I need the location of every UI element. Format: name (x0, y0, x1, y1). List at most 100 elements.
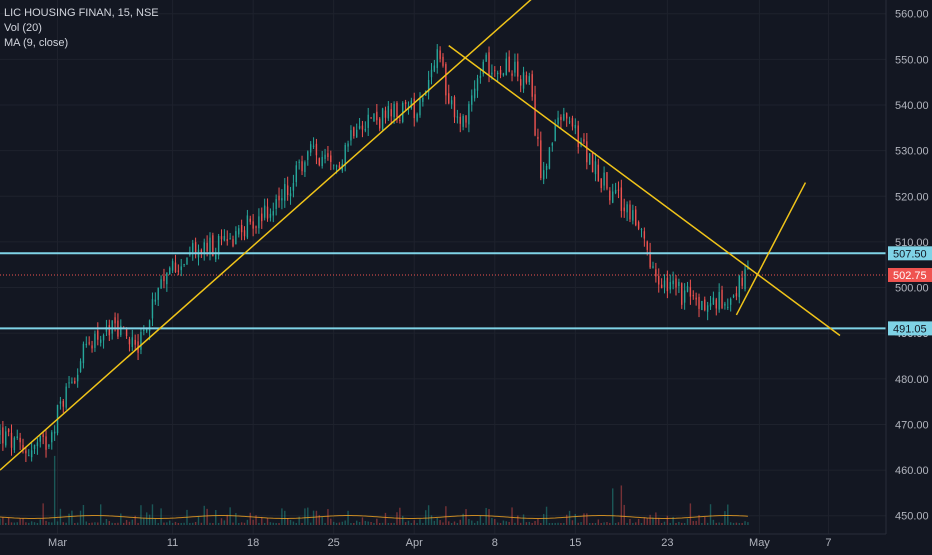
candle-body (436, 49, 438, 68)
volume-bar (140, 505, 142, 525)
candle-body (154, 299, 157, 302)
volume-bar (203, 505, 205, 525)
volume-bar (120, 513, 122, 525)
level-price-badge[interactable] (888, 321, 932, 336)
candle-body (140, 331, 142, 350)
time-axis-background (0, 534, 932, 550)
candle-body (163, 276, 165, 282)
price-tick-label: 450.00 (895, 511, 929, 523)
volume-bar (698, 515, 700, 525)
volume-bar (672, 516, 674, 525)
candle-body (439, 50, 441, 59)
volume-bar (482, 522, 484, 525)
volume-bar (171, 522, 174, 525)
candle-body (640, 229, 643, 231)
candle-body (617, 189, 620, 191)
candle-body (709, 303, 712, 307)
candle-body (134, 339, 136, 345)
candle-body (445, 64, 447, 96)
candle-body (71, 381, 73, 383)
trendline-projection[interactable] (735, 182, 807, 316)
candle-body (364, 128, 367, 131)
volume-bar (594, 522, 597, 525)
candle-body (419, 99, 421, 116)
candle-body (494, 70, 496, 72)
volume-bar (514, 522, 516, 525)
price-tick-label: 520.00 (895, 191, 929, 203)
volume-bar (718, 522, 720, 525)
volume-bar (39, 519, 41, 525)
candle-body (272, 211, 274, 216)
symbol-label[interactable]: LIC HOUSING FINAN, 15, NSE (4, 7, 159, 19)
volume-bar (215, 509, 217, 525)
horizontal-levels[interactable] (0, 252, 886, 330)
volume-bar (42, 503, 44, 525)
candle-body (344, 145, 346, 166)
candle-body (620, 187, 623, 211)
candle-body (496, 72, 499, 74)
candle-body (649, 252, 651, 268)
volume-bar (5, 522, 7, 525)
candle-body (171, 261, 174, 271)
volume-bar (217, 522, 220, 525)
volume-bar (148, 514, 151, 525)
volume-bar (246, 519, 249, 525)
volume-bar (88, 522, 90, 525)
candle-body (266, 206, 269, 219)
volume-bar (729, 522, 732, 525)
volume-bar (197, 516, 200, 525)
volume-indicator-label[interactable]: Vol (20) (4, 22, 42, 34)
price-axis[interactable]: 450.00460.00470.00480.00490.00500.00510.… (885, 0, 932, 550)
volume-bar (505, 521, 507, 525)
volume-bar (10, 522, 13, 525)
last-price-badge[interactable] (888, 267, 932, 282)
candle-body (488, 52, 490, 75)
candle-body (16, 436, 18, 438)
candle-body (704, 299, 706, 311)
candle-body (220, 236, 223, 240)
volume-bar (471, 520, 473, 525)
candle-body (660, 284, 663, 289)
candle-body (473, 88, 476, 99)
candle-body (76, 374, 79, 382)
time-axis[interactable]: Mar 11 18 25 Apr 8 15 23 May 7 (0, 533, 932, 550)
volume-bar (390, 522, 392, 525)
volume-bar (16, 522, 18, 525)
candle-body (358, 126, 361, 129)
volume-bar (160, 508, 162, 525)
candle-body (508, 56, 510, 72)
volume-bar (65, 522, 67, 525)
candle-body (701, 300, 703, 311)
candle-body (589, 153, 591, 165)
candle-body (19, 437, 21, 443)
volume-bar (0, 518, 1, 525)
volume-bar (154, 519, 157, 525)
trendline-rising-support[interactable] (0, 0, 541, 471)
volume-bar (675, 522, 677, 525)
candle-body (609, 190, 611, 201)
trendlines[interactable] (0, 0, 841, 471)
candle-body (692, 295, 694, 297)
candle-body (577, 125, 579, 148)
volume-bar (28, 522, 30, 525)
level-price-badge[interactable] (888, 246, 932, 261)
volume-bar (157, 522, 159, 525)
candle-body (157, 287, 159, 300)
candle-body (298, 161, 300, 163)
candle-body (643, 231, 646, 239)
candle-body (505, 58, 507, 75)
candle-body (531, 74, 533, 97)
volume-bar (48, 522, 50, 525)
candle-body (217, 235, 220, 256)
candle-body (522, 72, 525, 89)
candle-body (114, 317, 116, 324)
volume-bar (430, 515, 433, 525)
volume-bar (494, 519, 496, 525)
trendline-falling-resistance[interactable] (448, 45, 841, 337)
candle-body (194, 242, 197, 255)
volume-bar (387, 522, 390, 525)
candle-body (85, 343, 87, 346)
ma-indicator-label[interactable]: MA (9, close) (4, 37, 69, 49)
